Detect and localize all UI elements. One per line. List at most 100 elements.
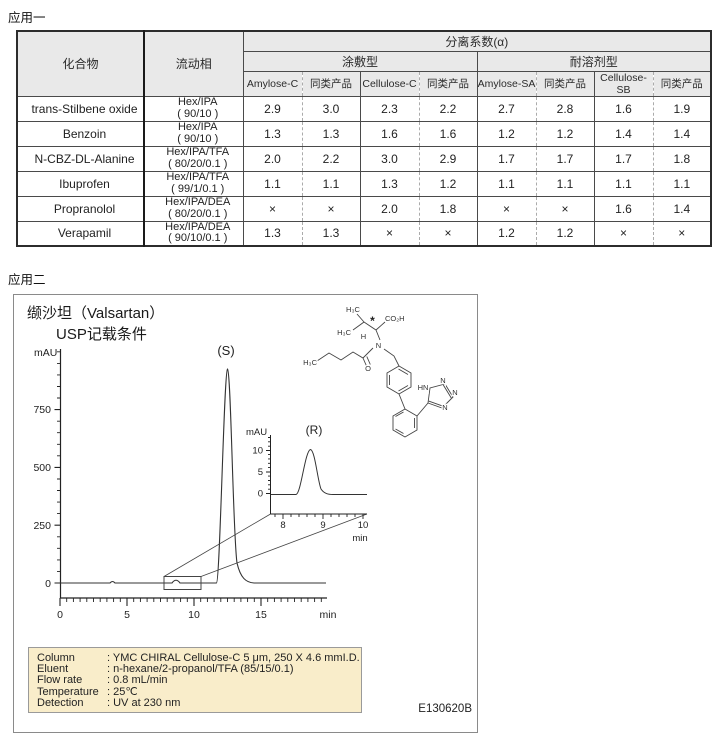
main-x-major-ticks [59, 598, 262, 606]
alpha-value-cell: 1.3 [243, 121, 303, 147]
main-x-axis-unit: min [320, 609, 337, 621]
main-x-tick-5: 5 [124, 609, 130, 621]
inset-chromatogram-trace [270, 448, 367, 495]
figure-id: E130620B [418, 703, 472, 715]
analysis-conditions-box: Column : YMC CHIRAL Cellulose-C 5 μm, 25… [28, 647, 362, 713]
atom-n: N [376, 341, 381, 350]
alpha-value-cell: 1.9 [653, 96, 712, 122]
figure-title-line2: USP记载条件 [56, 326, 147, 343]
table-row: Ibuprofen Hex/IPA/TFA( 99/1/0.1 ) 1.1 1.… [17, 171, 712, 197]
main-axes [59, 349, 327, 599]
table-row: trans-Stilbene oxide Hex/IPA( 90/10 ) 2.… [17, 96, 712, 122]
col-similar-4: 同类产品 [653, 71, 712, 97]
alpha-value-cell: 1.3 [243, 221, 303, 247]
col-similar-3: 同类产品 [536, 71, 595, 97]
alpha-value-cell: 2.2 [419, 96, 478, 122]
main-x-tick-15: 15 [255, 609, 267, 621]
main-y-axis-unit: mAU [34, 347, 57, 359]
main-peak-label-s: (S) [217, 343, 234, 358]
alpha-value-cell: 1.1 [243, 171, 303, 197]
alpha-value-cell: 2.8 [536, 96, 595, 122]
main-y-tick-0: 0 [45, 578, 51, 590]
col-similar-1: 同类产品 [302, 71, 361, 97]
col-amylose-c: Amylose-C [243, 71, 303, 97]
alpha-value-cell: 1.3 [302, 221, 361, 247]
atom-n3: N [452, 388, 457, 397]
table-row: Benzoin Hex/IPA( 90/10 ) 1.3 1.3 1.6 1.6… [17, 121, 712, 147]
alpha-value-cell: 1.1 [594, 171, 654, 197]
main-y-tick-750: 750 [33, 404, 51, 416]
main-y-tick-500: 500 [33, 462, 51, 474]
condition-row-flow-rate: Flow rate : 0.8 mL/min [37, 674, 168, 687]
alpha-value-cell: 1.3 [360, 171, 420, 197]
col-similar-2: 同类产品 [419, 71, 478, 97]
alpha-value-cell: × [360, 221, 420, 247]
alpha-value-cell: 1.2 [477, 221, 537, 247]
alpha-value-cell: 1.4 [653, 196, 712, 222]
alpha-value-cell: 1.2 [477, 121, 537, 147]
atom-ch3-left: H₃C [337, 328, 351, 337]
alpha-value-cell: × [594, 221, 654, 247]
inset-ticks [266, 437, 364, 519]
alpha-value-cell: 2.0 [360, 196, 420, 222]
header-coated-type: 涂敷型 [243, 51, 478, 72]
inset-y-tick-5: 5 [258, 467, 263, 478]
condition-row-column: Column : YMC CHIRAL Cellulose-C 5 μm, 25… [37, 652, 360, 664]
header-mobile-phase: 流动相 [144, 31, 244, 97]
alpha-value-cell: 1.6 [419, 121, 478, 147]
chromatogram-figure: mAU 750 500 250 0 0 5 10 15 min (S) [33, 304, 459, 621]
table-row: Propranolol Hex/IPA/DEA( 80/20/0.1 ) × ×… [17, 196, 712, 222]
header-compound: 化合物 [17, 31, 145, 97]
inset-x-tick-10: 10 [358, 520, 369, 531]
atom-n2: N [440, 376, 445, 385]
condition-row-temperature: Temperature : 25℃ [37, 685, 138, 698]
alpha-value-cell: × [536, 196, 595, 222]
compound-cell: Verapamil [17, 221, 145, 247]
alpha-value-cell: 1.1 [302, 171, 361, 197]
header-separation-factor: 分离系数(α) [243, 31, 712, 52]
alpha-value-cell: 1.1 [653, 171, 712, 197]
compound-cell: N-CBZ-DL-Alanine [17, 146, 145, 172]
atom-h: H [361, 332, 366, 341]
table-row: Verapamil Hex/IPA/DEA( 90/10/0.1 ) 1.3 1… [17, 221, 712, 247]
zoom-region-box [163, 576, 202, 590]
alpha-value-cell: 3.0 [360, 146, 420, 172]
condition-row-detection: Detection : UV at 230 nm [37, 696, 181, 709]
alpha-value-cell: 2.9 [243, 96, 303, 122]
inset-y-tick-0: 0 [258, 489, 263, 500]
alpha-value-cell: 1.8 [419, 196, 478, 222]
alpha-value-cell: 1.1 [477, 171, 537, 197]
mobile-phase-cell: Hex/IPA/DEA( 80/20/0.1 ) [144, 196, 244, 222]
main-y-minor-ticks [57, 351, 61, 572]
atom-co2h: CO₂H [385, 314, 405, 323]
alpha-value-cell: 2.3 [360, 96, 420, 122]
figure-title-line1: 缬沙坦（Valsartan） [27, 305, 165, 322]
main-chromatogram-trace [60, 368, 326, 584]
alpha-value-cell: × [477, 196, 537, 222]
section-1-label: 应用一 [8, 11, 46, 25]
section-2-label: 应用二 [8, 273, 46, 287]
valsartan-structure-atoms: H₃C CO₂H H₃C H * N O H₃C HN N N N [302, 304, 459, 414]
inset-y-tick-10: 10 [252, 446, 263, 457]
compound-cell: Ibuprofen [17, 171, 145, 197]
zoom-connector-lines [163, 513, 368, 577]
main-y-tick-250: 250 [33, 520, 51, 532]
alpha-value-cell: × [243, 196, 303, 222]
alpha-value-cell: 1.2 [419, 171, 478, 197]
alpha-value-cell: 1.4 [594, 121, 654, 147]
mobile-phase-cell: Hex/IPA( 90/10 ) [144, 96, 244, 122]
compound-cell: Benzoin [17, 121, 145, 147]
col-cellulose-sb: Cellulose-SB [594, 71, 654, 97]
inset-y-axis-unit: mAU [246, 427, 267, 438]
chiral-center-marker: * [370, 314, 375, 328]
compound-cell: trans-Stilbene oxide [17, 96, 145, 122]
valsartan-structure-bonds [316, 313, 454, 438]
main-x-tick-10: 10 [188, 609, 200, 621]
alpha-value-cell: 2.0 [243, 146, 303, 172]
alpha-value-cell: 1.6 [594, 196, 654, 222]
alpha-value-cell: × [419, 221, 478, 247]
compound-cell: Propranolol [17, 196, 145, 222]
header-solvent-resistant-type: 耐溶剂型 [477, 51, 712, 72]
alpha-value-cell: 1.6 [594, 96, 654, 122]
